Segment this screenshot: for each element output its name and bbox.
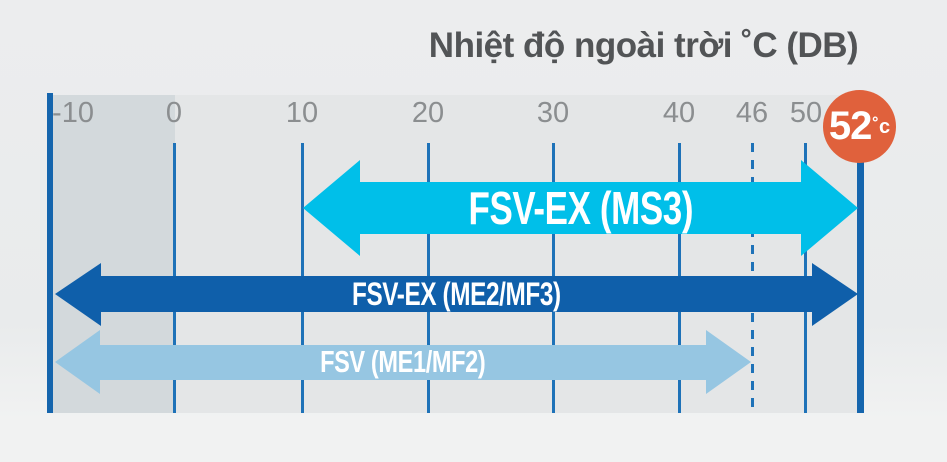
axis-tick-label: -10: [52, 97, 94, 129]
arrow-fsv-ex-ms3: [303, 160, 858, 256]
max-temp-unit: ˚c: [872, 116, 891, 138]
axis-tick-label: 46: [735, 97, 769, 129]
axis-line-minus10: [47, 93, 53, 413]
axis-tick-label: 50: [789, 97, 823, 129]
axis-tick-label: 40: [662, 97, 696, 129]
axis-tick-label: 20: [411, 97, 445, 129]
arrow-label-fsv-ex-ms3: FSV-EX (MS3): [468, 182, 693, 234]
arrow-label-fsv-ex-me2-mf3: FSV-EX (ME2/MF3): [352, 276, 561, 312]
axis-tick-label: 10: [285, 97, 319, 129]
max-temp-value: 52: [828, 104, 872, 148]
axis-tick-label: 0: [165, 97, 183, 129]
axis-line-52: [857, 100, 864, 413]
arrow-fsv-me1-mf2: [55, 330, 751, 394]
chart-title: Nhiệt độ ngoài trời ˚C (DB): [428, 26, 859, 65]
max-temp-badge: 52 ˚c: [823, 90, 896, 163]
arrow-fsv-ex-me2-mf3: [55, 263, 858, 326]
arrow-label-fsv-me1-mf2: FSV (ME1/MF2): [320, 344, 486, 379]
axis-tick-label: 30: [536, 97, 570, 129]
